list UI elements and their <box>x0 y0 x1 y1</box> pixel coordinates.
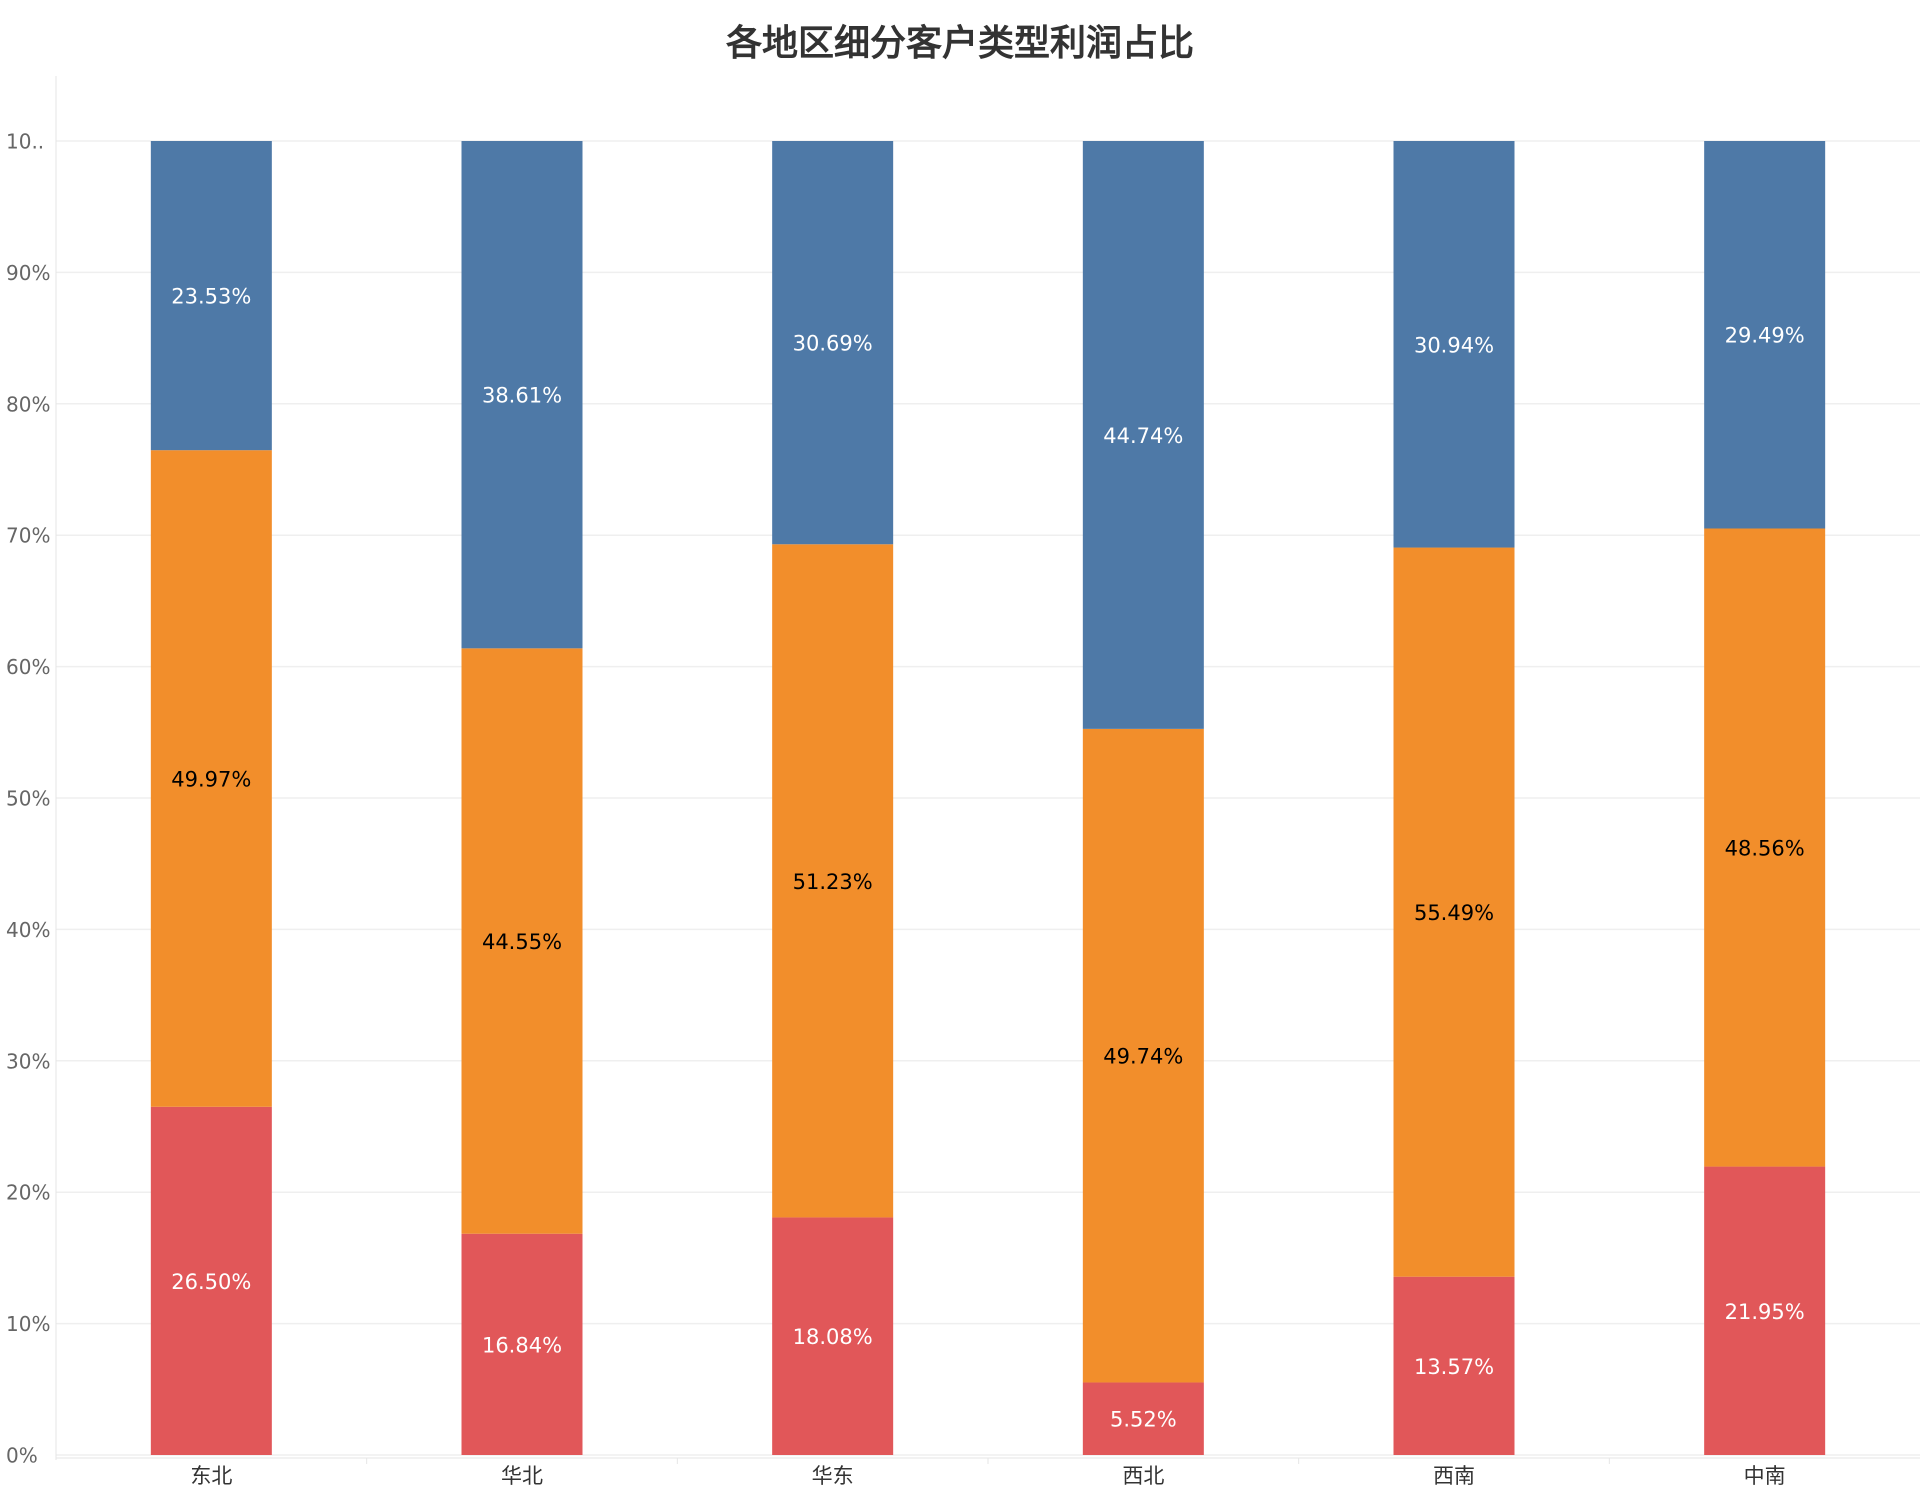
data-label: 30.69% <box>793 332 873 356</box>
bar-segment <box>772 1217 894 1455</box>
bar-segment <box>150 1106 272 1455</box>
y-tick-label: 10% <box>6 1312 50 1336</box>
data-label: 29.49% <box>1725 324 1805 348</box>
bar-segment <box>1082 141 1204 729</box>
bar-segment <box>1082 1382 1204 1455</box>
data-label: 44.74% <box>1103 424 1183 448</box>
x-tick-label: 东北 <box>190 1464 232 1488</box>
y-axis: 0% 10% 20% 30% 40% 50% 60% 70% 80% 90% 10.. <box>6 76 1920 1468</box>
bar-segment <box>461 141 583 649</box>
data-label: 23.53% <box>171 285 251 309</box>
y-tick-label: 20% <box>6 1181 50 1205</box>
bar-segment <box>461 648 583 1234</box>
data-label: 38.61% <box>482 384 562 408</box>
y-tick-label: 30% <box>6 1049 50 1073</box>
y-tick-label: 80% <box>6 392 50 416</box>
y-tick-label: 10.. <box>6 130 44 154</box>
x-tick-label: 华北 <box>501 1464 543 1488</box>
y-tick-label: 40% <box>6 918 50 942</box>
data-label: 44.55% <box>482 930 562 954</box>
bar-segment <box>1704 141 1826 529</box>
data-label: 26.50% <box>171 1270 251 1294</box>
bar-segment <box>1704 528 1826 1167</box>
bar-segment <box>461 1233 583 1455</box>
bar-segment <box>1393 141 1515 548</box>
y-tick-label: 60% <box>6 655 50 679</box>
data-label: 5.52% <box>1110 1408 1177 1432</box>
x-tick-label: 中南 <box>1744 1464 1786 1488</box>
bar-segment <box>150 450 272 1107</box>
x-tick-label: 西北 <box>1122 1464 1164 1488</box>
bar-segment <box>150 141 272 451</box>
data-label: 13.57% <box>1414 1355 1494 1379</box>
y-tick-label: 50% <box>6 787 50 811</box>
bar-segment <box>1704 1166 1826 1455</box>
data-label: 18.08% <box>793 1325 873 1349</box>
bar-segment <box>772 544 894 1218</box>
x-tick-label: 华东 <box>812 1464 854 1488</box>
bar-segment <box>1393 547 1515 1277</box>
data-label: 16.84% <box>482 1333 562 1357</box>
data-label: 55.49% <box>1414 901 1494 925</box>
data-label: 49.97% <box>171 767 251 791</box>
bar-segment <box>1393 1276 1515 1455</box>
y-tick-label: 90% <box>6 261 50 285</box>
x-tick-label: 西南 <box>1433 1464 1475 1488</box>
x-axis: 东北 华北 华东 西北 西南 中南 <box>190 1464 1785 1488</box>
bar-segment <box>772 141 894 545</box>
data-label: 49.74% <box>1103 1045 1183 1069</box>
gridlines <box>56 140 1920 1456</box>
data-label: 30.94% <box>1414 333 1494 357</box>
y-tick-label: 0% <box>6 1444 38 1468</box>
chart-title: 各地区细分客户类型利润占比 <box>725 23 1194 64</box>
data-label: 21.95% <box>1725 1300 1805 1324</box>
segment-labels: 26.50% 49.97% 23.53% 16.84% 44.55% 38.61% 18.0… <box>171 285 1804 1432</box>
data-label: 51.23% <box>793 870 873 894</box>
y-tick-label: 70% <box>6 524 50 548</box>
data-label: 48.56% <box>1725 837 1805 861</box>
bar-segment <box>1082 728 1204 1383</box>
bars <box>150 141 1826 1455</box>
